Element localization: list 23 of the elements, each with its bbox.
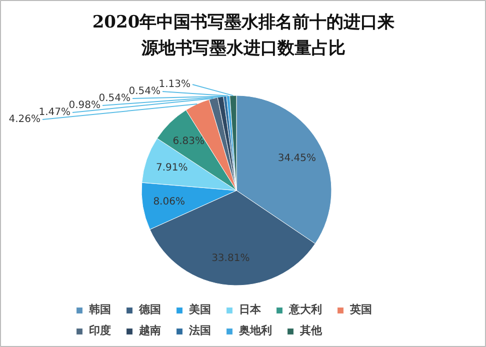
chart-title: 2020年中国书写墨水排名前十的进口来源地书写墨水进口数量占比 — [92, 12, 395, 58]
legend-label: 美国 — [189, 302, 211, 317]
data-label: 34.45% — [278, 152, 316, 164]
data-label: 7.91% — [156, 162, 188, 174]
legend-label: 印度 — [89, 323, 111, 338]
legend-label: 日本 — [239, 302, 261, 317]
data-label: 4.26% — [8, 114, 41, 125]
legend-label: 奥地利 — [239, 323, 272, 338]
legend-label: 韩国 — [89, 302, 111, 317]
data-label: 1.13% — [158, 79, 191, 90]
data-label: 0.54% — [98, 93, 131, 104]
data-label: 0.98% — [68, 100, 101, 111]
legend-label: 意大利 — [289, 302, 322, 317]
legend-label: 其他 — [300, 323, 322, 338]
data-label: 6.83% — [172, 136, 205, 148]
legend-label: 英国 — [350, 302, 372, 317]
data-label: 1.47% — [38, 107, 71, 118]
data-label: 0.54% — [128, 86, 161, 97]
data-label: 33.81% — [212, 253, 250, 264]
legend-label: 德国 — [139, 302, 161, 317]
legend-label: 越南 — [139, 323, 161, 338]
legend-label: 法国 — [189, 323, 211, 338]
data-label: 8.06% — [153, 196, 185, 208]
